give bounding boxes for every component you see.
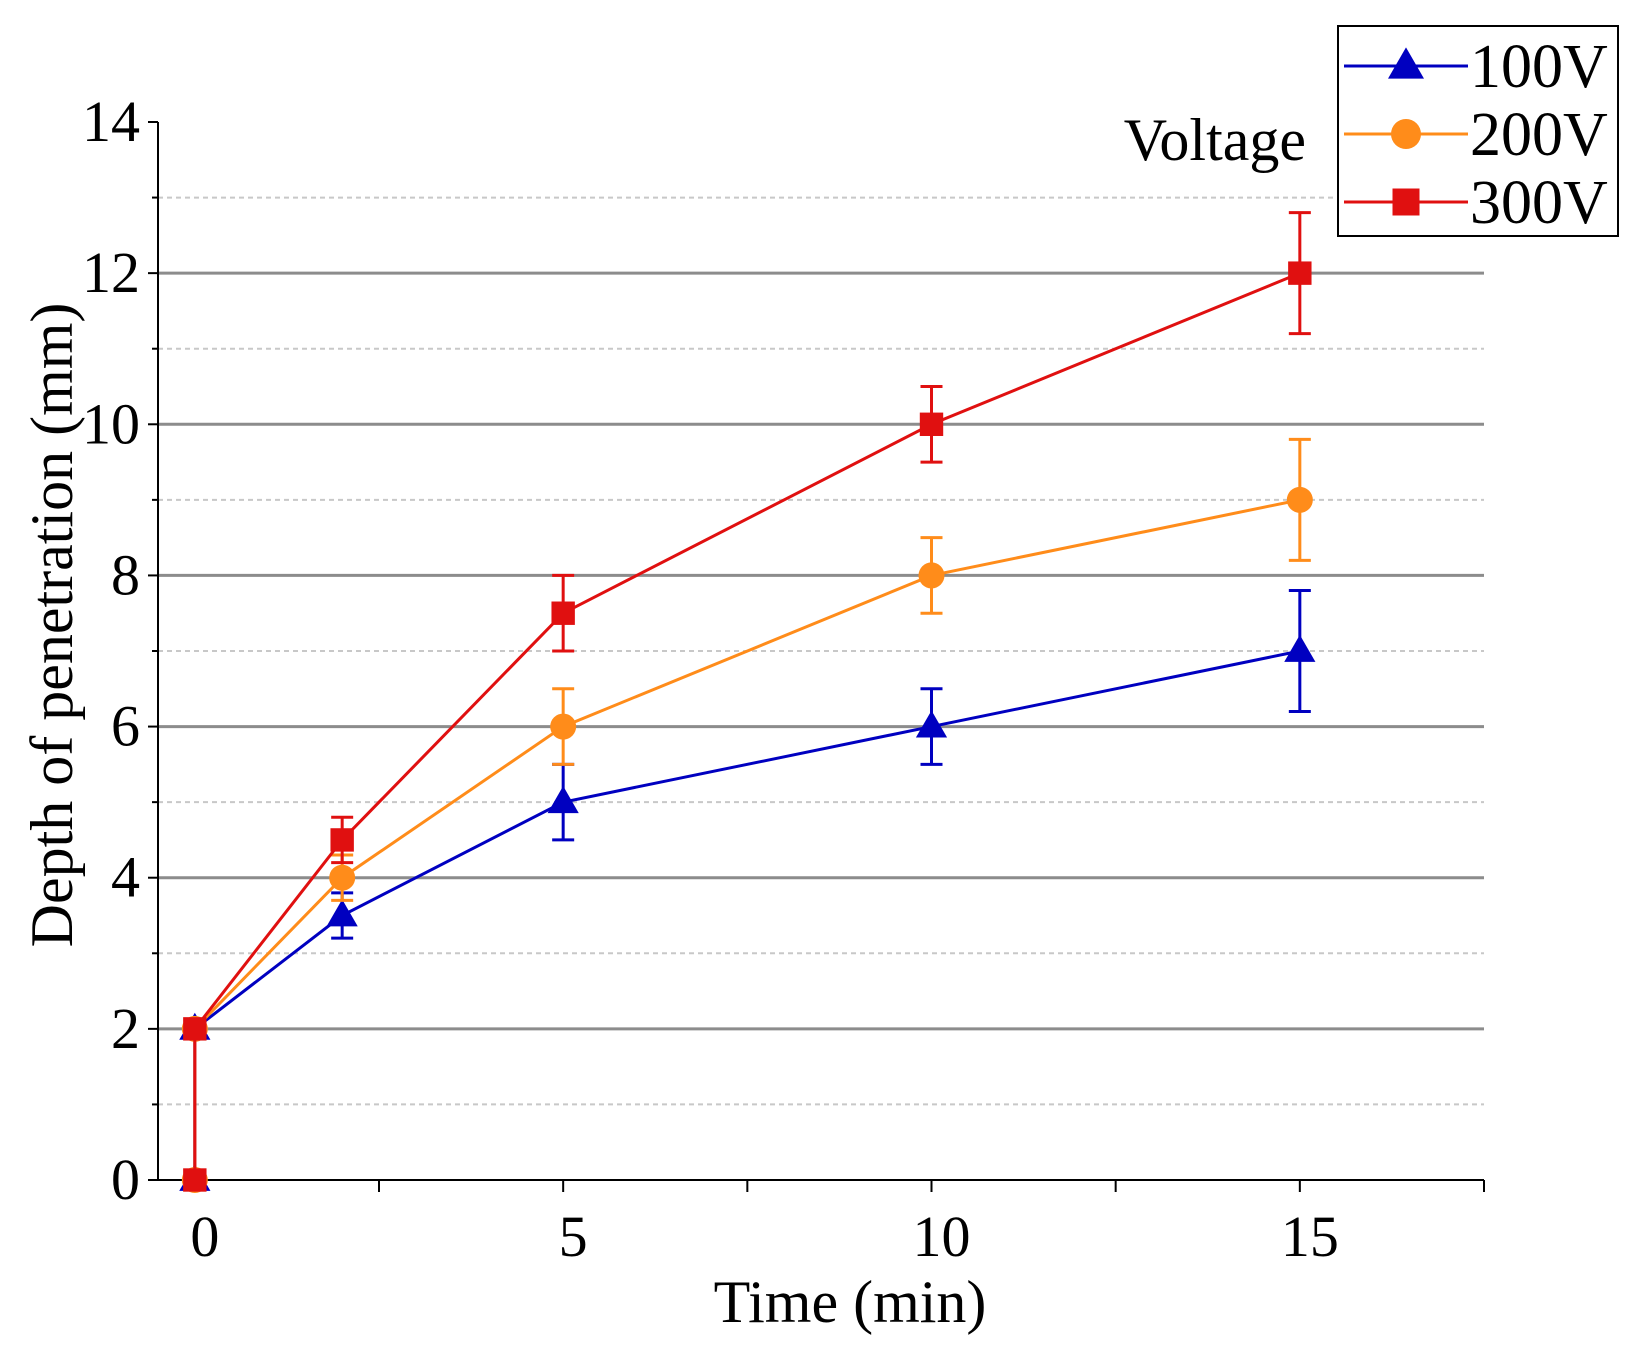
y-tick-label: 6 (111, 694, 140, 759)
y-tick-label: 2 (111, 996, 140, 1061)
axes (148, 121, 1485, 1192)
x-tick-label: 10 (913, 1204, 971, 1269)
data-point (183, 1168, 207, 1192)
y-tick-label: 4 (111, 845, 140, 910)
data-point (550, 713, 577, 740)
data-point (551, 601, 575, 625)
data-point (329, 864, 356, 891)
legend-marker (1388, 47, 1424, 79)
legend-item-200V: 200V (1344, 101, 1608, 169)
legend-title: Voltage (1124, 107, 1306, 173)
data-point (326, 899, 358, 927)
data-point (547, 786, 579, 814)
data-point (919, 412, 944, 436)
x-axis-title: Time (min) (714, 1269, 987, 1335)
y-tick-label: 8 (111, 542, 140, 607)
series-100V (179, 589, 1316, 1191)
y-axis-title: Depth of penetration (mm) (19, 303, 85, 948)
series-300V (183, 211, 1312, 1192)
legend-label: 300V (1470, 169, 1608, 237)
legend-item-300V: 300V (1344, 169, 1608, 237)
data-point (330, 828, 354, 852)
legend-label: 200V (1470, 101, 1608, 169)
x-tick-label: 15 (1281, 1204, 1339, 1269)
x-tick-label: 5 (559, 1204, 588, 1269)
legend-label: 100V (1470, 33, 1608, 101)
y-tick-label: 10 (82, 391, 140, 456)
data-point (918, 562, 945, 589)
y-tick-label: 12 (82, 240, 140, 305)
y-tick-label: 0 (111, 1147, 140, 1212)
y-tick-label: 14 (82, 89, 140, 154)
x-tick-label: 0 (190, 1204, 219, 1269)
data-point (1288, 261, 1312, 285)
grid-lines (158, 196, 1484, 1106)
data-point (1284, 634, 1316, 662)
legend-marker (1391, 119, 1421, 149)
series-line (193, 649, 1301, 1031)
tick-labels: 0 2 4 6 8 10 12 14 0 5 10 15 (82, 89, 1339, 1269)
series-layer (179, 211, 1316, 1193)
data-point (1286, 486, 1313, 513)
data-point (915, 710, 948, 738)
legend-marker (1392, 188, 1420, 216)
legend-item-100V: 100V (1344, 33, 1608, 101)
data-point (183, 1017, 207, 1041)
